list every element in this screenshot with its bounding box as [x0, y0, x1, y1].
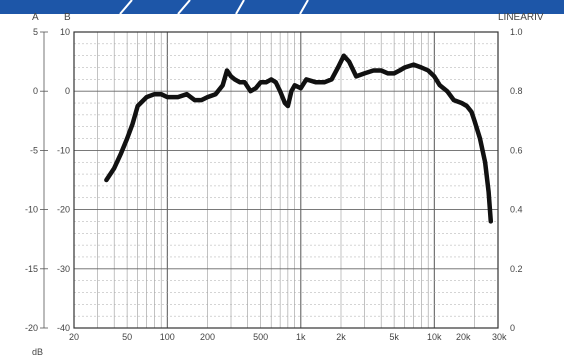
response-curve — [104, 53, 494, 224]
axis-right-tick-label: 0 — [510, 323, 515, 333]
x-tick-label: 20 — [69, 332, 79, 342]
axis-right-tick-label: 1.0 — [510, 27, 523, 37]
axis-right-tick-label: 0.4 — [510, 205, 523, 215]
unit-label: dB — [32, 347, 43, 357]
header-banner — [0, 0, 564, 15]
x-tick-label: 500 — [253, 332, 268, 342]
axis-a-tick-label: -15 — [25, 264, 38, 274]
axis-a-tick-label: -20 — [25, 323, 38, 333]
x-tick-label: 5k — [389, 332, 399, 342]
x-tick-label: 100 — [160, 332, 175, 342]
x-tick-label: 2k — [336, 332, 346, 342]
x-tick-label: 1k — [296, 332, 306, 342]
chart-grid — [73, 31, 499, 329]
axis-b-tick-label: -40 — [57, 323, 70, 333]
axis-a-label: A — [32, 12, 39, 23]
x-tick-label: 200 — [200, 332, 215, 342]
axis-b-tick-label: -30 — [57, 264, 70, 274]
x-tick-label: 30k — [492, 332, 507, 342]
axis-b-tick-label: -20 — [57, 205, 70, 215]
axis-right-tick-label: 0.8 — [510, 86, 523, 96]
x-tick-label: 50 — [122, 332, 132, 342]
axis-right-tick-label: 0.2 — [510, 264, 523, 274]
axis-right-tick-label: 0.6 — [510, 145, 523, 155]
axis-b-label: B — [64, 12, 71, 23]
plot-frame — [73, 31, 499, 329]
x-tick-label: 20k — [456, 332, 471, 342]
header-banner-graphic — [0, 0, 564, 15]
axis-right-label: LINEARIV — [498, 12, 544, 23]
series-layer — [104, 53, 494, 224]
axis-b-tick-label: 10 — [60, 27, 70, 37]
axis-a-tick-label: 0 — [33, 86, 38, 96]
axis-b-tick-label: 0 — [65, 86, 70, 96]
axis-a-tick-label: -10 — [25, 205, 38, 215]
axis-ticks: 5 10 1.0 0 0 0.8 -5 -10 0.6 -10 -20 0.4 -15 -30 0.2 -20… — [25, 27, 523, 342]
x-tick-label: 10k — [427, 332, 442, 342]
axis-a-tick-label: -5 — [30, 145, 38, 155]
axis-a-tick-label: 5 — [33, 27, 38, 37]
axis-b-tick-label: -10 — [57, 145, 70, 155]
